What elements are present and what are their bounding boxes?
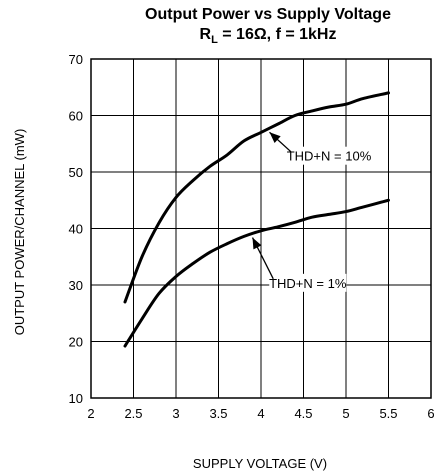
x-tick-label: 4 xyxy=(257,406,264,421)
series-line-1 xyxy=(123,198,390,348)
chart-title: Output Power vs Supply Voltage xyxy=(145,6,391,23)
x-tick-label: 5.5 xyxy=(379,406,397,421)
tick-labels: 2 2.5 3 3.5 4 4.5 5 5.5 6 10 20 30 40 50 60 70 xyxy=(69,52,435,421)
y-axis-label: OUTPUT POWER/CHANNEL (mW) xyxy=(12,129,27,336)
y-tick-label: 10 xyxy=(69,391,83,406)
series-lines xyxy=(123,91,390,348)
x-axis-label: SUPPLY VOLTAGE (V) xyxy=(193,456,327,471)
y-tick-label: 40 xyxy=(69,222,83,237)
x-tick-label: 4.5 xyxy=(294,406,312,421)
x-tick-label: 2.5 xyxy=(124,406,142,421)
grid xyxy=(90,58,432,399)
annotation-arrowhead xyxy=(252,237,262,250)
annotation-backdrop xyxy=(269,273,347,292)
x-tick-label: 3.5 xyxy=(209,406,227,421)
y-tick-label: 50 xyxy=(69,165,83,180)
annotations: THD+N = 10% THD+N = 1% xyxy=(251,131,372,292)
x-tick-label: 5 xyxy=(342,406,349,421)
chart-subtitle: RL = 16Ω, f = 1kHz xyxy=(200,26,337,46)
annotation-label: THD+N = 10% xyxy=(287,149,372,164)
plot-frame xyxy=(90,58,432,399)
x-tick-label: 6 xyxy=(427,406,434,421)
x-tick-label: 2 xyxy=(87,406,94,421)
y-tick-label: 20 xyxy=(69,335,83,350)
annotation-backdrop xyxy=(286,146,372,165)
y-tick-label: 60 xyxy=(69,109,83,124)
y-tick-label: 70 xyxy=(69,52,83,67)
annotation-label: THD+N = 1% xyxy=(269,276,347,291)
y-tick-label: 30 xyxy=(69,278,83,293)
annotation-arrowhead xyxy=(269,132,281,143)
series-line-0 xyxy=(123,91,390,304)
x-tick-label: 3 xyxy=(172,406,179,421)
